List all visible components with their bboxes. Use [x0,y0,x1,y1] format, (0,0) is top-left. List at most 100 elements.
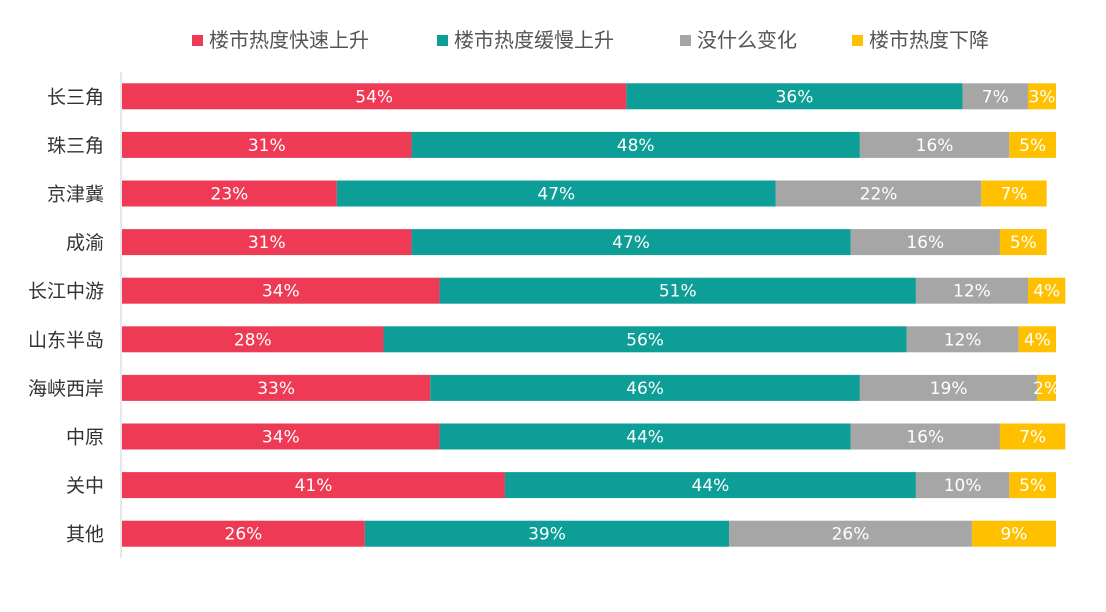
data-label: 16% [906,428,944,448]
data-label: 19% [930,379,968,399]
legend-swatch [852,35,863,46]
bar-segment-楼市热度下降 [971,520,1056,547]
bar-segment-楼市热度下降 [1027,277,1066,304]
bar-segment-没什么变化 [850,423,1000,450]
bar-segment-楼市热度快速上升 [122,83,627,110]
data-label: 7% [1000,185,1027,205]
bar-row: 41% 44% 10% 5% [122,472,1056,499]
category-label: 关中 [66,475,104,497]
data-label: 31% [248,136,286,156]
data-label: 5% [1019,476,1046,496]
data-label: 5% [1010,233,1037,253]
bar-segment-楼市热度快速上升 [122,131,412,158]
data-label: 3% [1028,87,1055,107]
bar-row: 33% 46% 19% 2% [122,374,1060,401]
bar-row: 34% 44% 16% 7% [122,423,1066,450]
bar-segment-没什么变化 [775,180,982,207]
legend-item: 楼市热度缓慢上升 [437,28,614,52]
category-label: 中原 [66,427,104,449]
bar-segment-楼市热度缓慢上升 [364,520,730,547]
data-label: 12% [944,330,982,350]
bar-segment-楼市热度缓慢上升 [336,180,776,207]
legend-item: 楼市热度快速上升 [192,28,369,52]
category-label: 长江中游 [28,281,104,303]
bar-segment-楼市热度缓慢上升 [626,83,963,110]
bar-segment-楼市热度缓慢上升 [439,423,851,450]
bar-segment-没什么变化 [915,472,1010,499]
legend-item: 楼市热度下降 [852,28,989,52]
bar-row: 31% 47% 16% 5% [122,229,1047,256]
bar-segment-楼市热度下降 [1009,472,1056,499]
data-label: 22% [860,185,898,205]
bar-segment-楼市热度缓慢上升 [504,472,916,499]
bar-segment-楼市热度缓慢上升 [439,277,916,304]
data-label: 39% [528,525,566,545]
bar-segment-楼市热度缓慢上升 [383,326,907,353]
data-label: 44% [626,428,664,448]
data-label: 31% [248,233,286,253]
category-label: 山东半岛 [28,329,104,351]
bar-segment-楼市热度快速上升 [122,229,412,256]
data-label: 16% [906,233,944,253]
bar-segment-没什么变化 [906,326,1019,353]
bar-segment-楼市热度下降 [981,180,1047,207]
legend-swatch [680,35,691,46]
data-label: 23% [211,185,249,205]
bar-segment-楼市热度缓慢上升 [430,374,860,401]
category-label: 成渝 [66,232,104,254]
data-label: 12% [953,282,991,302]
bar-segment-楼市热度下降 [999,423,1066,450]
bar-row: 34% 51% 12% 4% [122,277,1066,304]
data-label: 34% [262,282,300,302]
bar-segment-楼市热度快速上升 [122,326,384,353]
data-label: 9% [1000,525,1027,545]
category-label: 长三角 [47,86,104,108]
data-label: 47% [537,185,575,205]
legend-label: 楼市热度快速上升 [209,28,369,52]
bar-segment-楼市热度下降 [999,229,1047,256]
bar-row: 28% 56% 12% 4% [122,326,1056,353]
category-label: 京津冀 [47,184,104,206]
bar-row: 54% 36% 7% 3% [122,83,1056,110]
legend: 楼市热度快速上升 楼市热度缓慢上升 没什么变化 楼市热度下降 [192,28,989,52]
bar-segment-楼市热度缓慢上升 [411,229,851,256]
bar-segment-没什么变化 [850,229,1000,256]
data-label: 44% [692,476,730,496]
bar-segment-没什么变化 [915,277,1028,304]
data-label: 48% [617,136,655,156]
data-label: 4% [1033,282,1060,302]
legend-swatch [437,35,448,46]
data-label: 41% [295,476,333,496]
bar-segment-楼市热度下降 [1009,131,1056,158]
data-label: 26% [832,525,870,545]
data-label: 10% [944,476,982,496]
legend-swatch [192,35,203,46]
category-label: 其他 [66,524,104,546]
bar-row: 23% 47% 22% 7% [122,180,1047,207]
data-label: 54% [355,87,393,107]
data-label: 34% [262,428,300,448]
bar-segment-楼市热度下降 [1027,83,1056,110]
data-label: 2% [1033,379,1060,399]
data-label: 56% [626,330,664,350]
data-label: 51% [659,282,697,302]
category-label: 珠三角 [47,135,104,157]
bar-segment-楼市热度快速上升 [122,180,337,207]
legend-item: 没什么变化 [680,28,797,52]
data-label: 16% [916,136,954,156]
data-label: 33% [257,379,295,399]
bar-segment-没什么变化 [729,520,972,547]
bar-row: 31% 48% 16% 5% [122,131,1056,158]
category-label: 海峡西岸 [28,378,104,400]
bar-segment-没什么变化 [859,374,1038,401]
data-label: 26% [225,525,263,545]
bars: 54% 36% 7% 3% 31% 48% 16% 5% 23% 47% 22% 7% 31% 47% 16… [122,83,1066,547]
data-label: 46% [626,379,664,399]
legend-label: 楼市热度缓慢上升 [454,28,614,52]
bar-segment-没什么变化 [859,131,1010,158]
data-label: 7% [1019,428,1046,448]
bar-segment-楼市热度快速上升 [122,374,431,401]
data-label: 36% [776,87,814,107]
